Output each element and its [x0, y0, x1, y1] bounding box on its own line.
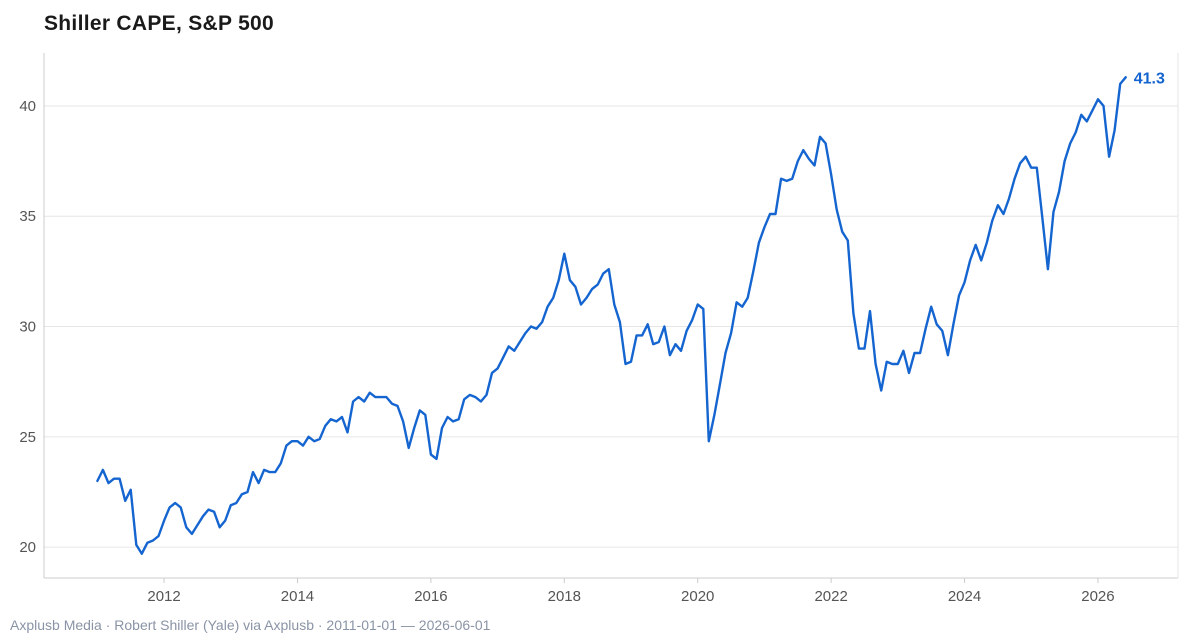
chart-title: Shiller CAPE, S&P 500 — [44, 12, 275, 35]
x-tick-label: 2022 — [814, 588, 847, 605]
x-tick-label: 2016 — [414, 588, 447, 605]
x-tick-label: 2014 — [281, 588, 314, 605]
x-tick-label: 2026 — [1081, 588, 1114, 605]
y-tick-label: 20 — [19, 539, 36, 556]
cape-series-line — [96, 76, 1127, 555]
y-tick-label: 25 — [19, 429, 36, 446]
grid-lines — [44, 105, 1178, 548]
x-axis-ticks: 2012 2014 2016 2018 2020 2022 2024 2026 — [147, 578, 1115, 605]
x-tick-label: 2024 — [948, 588, 981, 605]
source-footer: Axplusb Media · Robert Shiller (Yale) vi… — [10, 617, 491, 633]
y-axis-ticks: 20 25 30 35 40 — [19, 98, 36, 556]
x-tick-label: 2018 — [548, 588, 581, 605]
y-tick-label: 40 — [19, 98, 36, 115]
x-tick-label: 2012 — [147, 588, 180, 605]
last-value-label: 41.3 — [1134, 70, 1165, 87]
x-tick-label: 2020 — [681, 588, 714, 605]
y-tick-label: 35 — [19, 208, 36, 225]
y-tick-label: 30 — [19, 319, 36, 336]
